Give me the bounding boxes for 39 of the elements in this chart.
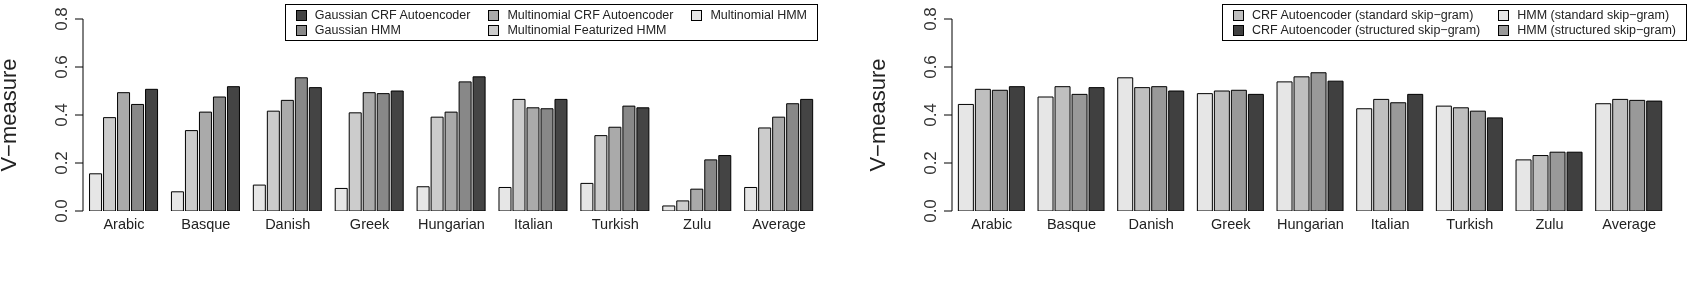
legend-label: HMM (structured skip−gram) <box>1517 23 1676 37</box>
y-tick-label: 0.6 <box>921 55 940 79</box>
y-tick-label: 0.0 <box>921 199 940 223</box>
x-tick-label: Average <box>1602 216 1657 233</box>
x-tick-label: Zulu <box>683 216 712 233</box>
x-tick-label: Italian <box>1370 216 1410 233</box>
x-tick-label: Greek <box>1211 216 1252 233</box>
legend-label: CRF Autoencoder (structured skip−gram) <box>1252 23 1481 37</box>
x-tick-label: Danish <box>265 216 311 233</box>
y-tick-label: 0.2 <box>52 151 71 175</box>
x-tick-label: Average <box>752 216 806 233</box>
legend-label: Multinomial Featurized HMM <box>507 23 667 37</box>
x-tick-label: Turkish <box>1446 216 1494 233</box>
y-tick-label: 0.4 <box>52 103 71 127</box>
y-axis-title: V−measure <box>0 58 21 172</box>
legend-label: CRF Autoencoder (standard skip−gram) <box>1252 8 1474 22</box>
y-tick-label: 0.6 <box>52 55 71 79</box>
y-tick-label: 0.4 <box>921 103 940 127</box>
x-tick-label: Turkish <box>591 216 639 233</box>
x-tick-label: Italian <box>514 216 553 233</box>
legend-label: Gaussian HMM <box>314 23 401 37</box>
y-tick-label: 0.0 <box>52 199 71 223</box>
x-tick-label: Hungarian <box>1277 216 1344 233</box>
legend-label: Multinomial HMM <box>710 8 807 22</box>
x-tick-label: Basque <box>1046 216 1097 233</box>
legend-label: HMM (standard skip−gram) <box>1517 8 1670 22</box>
y-axis-title: V−measure <box>864 58 890 172</box>
x-tick-label: Zulu <box>1535 216 1564 233</box>
y-tick-label: 0.8 <box>921 7 940 31</box>
x-tick-label: Hungarian <box>418 216 485 233</box>
x-tick-label: Arabic <box>971 216 1013 233</box>
legend-label: Gaussian CRF Autoencoder <box>314 8 471 22</box>
y-tick-label: 0.2 <box>921 151 940 175</box>
legend-label: Multinomial CRF Autoencoder <box>507 8 674 22</box>
x-tick-label: Danish <box>1128 216 1174 233</box>
y-tick-label: 0.8 <box>52 7 71 31</box>
x-tick-label: Arabic <box>103 216 145 233</box>
x-tick-label: Basque <box>181 216 231 233</box>
x-tick-label: Greek <box>349 216 391 233</box>
